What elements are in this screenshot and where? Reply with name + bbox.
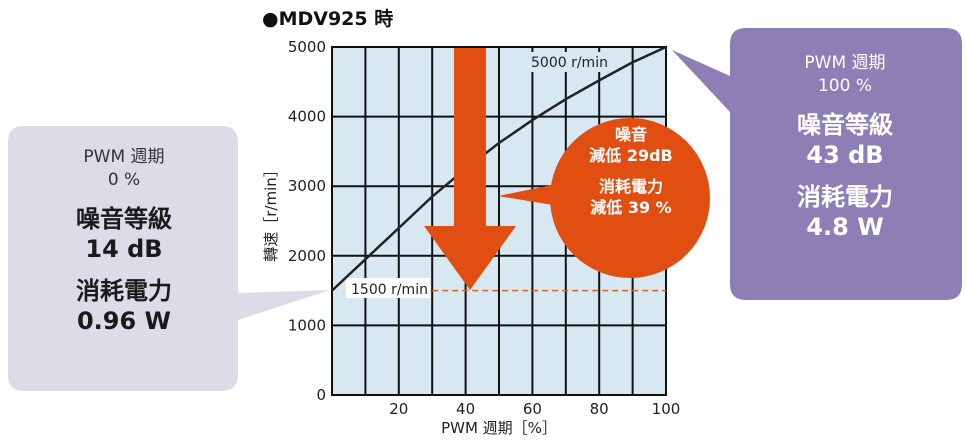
right-bubble: [672, 28, 962, 300]
left-noise-value: 14 dB: [85, 235, 163, 263]
x-tick-label: 20: [389, 400, 408, 418]
x-tick-label: 40: [456, 400, 475, 418]
left-bubble: [8, 126, 330, 391]
x-tick-label: 100: [652, 400, 681, 418]
callout-line-3: 消耗電力: [598, 177, 663, 196]
right-duty-value: 100 %: [817, 76, 872, 96]
callout-line-1: 噪音: [614, 125, 647, 144]
right-bubble-text: PWM 週期 100 % 噪音等級 43 dB 消耗電力 4.8 W: [732, 52, 958, 242]
right-noise-value: 43 dB: [806, 141, 884, 169]
callout-circle: [550, 118, 710, 278]
top-point-label-bg: [526, 52, 612, 72]
top-point-label: 5000 r/min: [531, 55, 608, 71]
y-tick-label: 0: [316, 386, 326, 404]
right-noise-label: 噪音等級: [797, 111, 893, 139]
right-power-label: 消耗電力: [797, 183, 893, 211]
baseline-label: 1500 r/min: [351, 282, 428, 298]
left-duty-value: 0 %: [107, 170, 141, 190]
left-duty-label: PWM 週期: [83, 147, 165, 167]
x-tick-label: 60: [523, 400, 542, 418]
left-bubble-text: PWM 週期 0 % 噪音等級 14 dB 消耗電力 0.96 W: [14, 146, 234, 336]
y-tick-label: 3000: [288, 177, 326, 195]
baseline-label-bg: [346, 278, 430, 298]
left-noise-label: 噪音等級: [76, 205, 172, 233]
y-tick-label: 1000: [288, 316, 326, 334]
chart-title: ●MDV925 時: [262, 8, 394, 30]
x-axis-label: PWM 週期［%］: [441, 419, 557, 437]
callout-line-2: 減低 29dB: [589, 146, 673, 165]
y-axis-label: 轉速［r/min］: [262, 162, 280, 262]
series-line: [331, 45, 667, 292]
reduction-arrow: [424, 48, 516, 290]
left-power-label: 消耗電力: [76, 277, 172, 305]
right-power-value: 4.8 W: [806, 213, 884, 241]
callout-text: 噪音 減低 29dB 消耗電力 減低 39 %: [546, 124, 716, 218]
left-power-value: 0.96 W: [76, 307, 172, 335]
right-duty-label: PWM 週期: [804, 53, 886, 73]
x-tick-label: 80: [590, 400, 609, 418]
callout-line-4: 減低 39 %: [590, 198, 672, 217]
y-tick-label: 4000: [288, 108, 326, 126]
y-tick-label: 5000: [288, 38, 326, 56]
y-tick-label: 2000: [288, 247, 326, 265]
